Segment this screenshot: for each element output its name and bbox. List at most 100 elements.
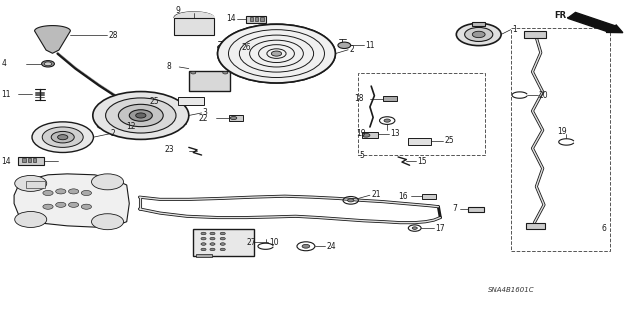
Bar: [174, 18, 214, 35]
Bar: [358, 73, 485, 155]
Text: 20: 20: [539, 91, 548, 100]
Text: 19: 19: [557, 127, 567, 136]
Circle shape: [68, 189, 79, 194]
Bar: [18, 157, 44, 165]
Circle shape: [218, 45, 228, 50]
Text: 1: 1: [512, 25, 516, 34]
Circle shape: [97, 123, 108, 129]
Circle shape: [384, 119, 390, 122]
Circle shape: [93, 92, 189, 139]
Bar: [178, 97, 204, 105]
Text: 7: 7: [452, 204, 458, 213]
Circle shape: [51, 131, 74, 143]
Bar: [26, 181, 45, 188]
Text: 8: 8: [167, 63, 172, 71]
Circle shape: [210, 237, 215, 240]
Circle shape: [210, 248, 215, 251]
Bar: [28, 158, 31, 162]
Circle shape: [106, 98, 176, 133]
Circle shape: [136, 113, 146, 118]
Circle shape: [44, 62, 52, 66]
Circle shape: [92, 214, 124, 230]
FancyArrow shape: [568, 12, 623, 33]
Circle shape: [201, 232, 206, 235]
Bar: [524, 31, 546, 38]
Text: 13: 13: [390, 130, 400, 138]
Circle shape: [15, 211, 47, 227]
Circle shape: [15, 175, 47, 191]
Circle shape: [191, 71, 196, 74]
Circle shape: [201, 248, 206, 251]
Circle shape: [42, 127, 83, 147]
Text: 2: 2: [349, 45, 354, 54]
Text: 11: 11: [365, 41, 374, 50]
Circle shape: [302, 244, 310, 248]
Text: 6: 6: [602, 224, 607, 233]
Bar: [408, 138, 431, 145]
Text: 3: 3: [203, 108, 208, 117]
Text: 9: 9: [176, 6, 181, 15]
Circle shape: [220, 243, 225, 245]
Bar: [196, 254, 212, 257]
Bar: [189, 71, 230, 91]
Text: 25: 25: [149, 97, 159, 106]
Circle shape: [472, 31, 485, 38]
Circle shape: [220, 237, 225, 240]
Circle shape: [220, 248, 225, 251]
Circle shape: [201, 237, 206, 240]
Text: 16: 16: [399, 192, 408, 201]
Circle shape: [81, 190, 92, 196]
Bar: [362, 132, 378, 138]
Bar: [526, 223, 545, 229]
Circle shape: [210, 232, 215, 235]
Circle shape: [56, 202, 66, 207]
Text: 2: 2: [110, 130, 115, 138]
Text: 14: 14: [1, 157, 11, 166]
Text: 10: 10: [269, 238, 278, 247]
Bar: [229, 115, 243, 121]
Circle shape: [201, 243, 206, 245]
Circle shape: [68, 202, 79, 207]
Circle shape: [220, 232, 225, 235]
Circle shape: [56, 189, 66, 194]
Bar: [250, 17, 253, 21]
Polygon shape: [14, 174, 129, 227]
Text: 24: 24: [326, 242, 336, 251]
Bar: [260, 17, 264, 21]
Circle shape: [218, 24, 335, 83]
Circle shape: [338, 42, 351, 48]
Circle shape: [32, 122, 93, 152]
Bar: [22, 158, 26, 162]
Text: 5: 5: [360, 151, 365, 160]
Text: SNA4B1601C: SNA4B1601C: [488, 287, 534, 293]
Text: 25: 25: [444, 137, 454, 145]
Circle shape: [210, 243, 215, 245]
Circle shape: [118, 104, 163, 127]
Text: 27: 27: [246, 238, 256, 247]
Bar: [246, 16, 266, 23]
Text: 18: 18: [354, 94, 364, 103]
Text: 22: 22: [198, 114, 208, 122]
Circle shape: [81, 204, 92, 209]
Circle shape: [223, 71, 228, 74]
Circle shape: [465, 27, 493, 41]
Circle shape: [362, 133, 370, 137]
Circle shape: [348, 199, 354, 202]
Bar: [422, 194, 436, 199]
Text: 17: 17: [435, 224, 445, 233]
Text: 12: 12: [126, 122, 136, 130]
Circle shape: [58, 135, 68, 140]
Bar: [468, 207, 484, 212]
Bar: [255, 17, 258, 21]
Text: 26: 26: [241, 43, 251, 52]
Text: 28: 28: [109, 31, 118, 40]
Circle shape: [129, 110, 152, 121]
Text: 11: 11: [1, 90, 11, 99]
Text: 15: 15: [417, 157, 427, 166]
Bar: [511, 28, 610, 251]
Circle shape: [43, 190, 53, 196]
Circle shape: [456, 23, 501, 46]
Circle shape: [230, 116, 237, 120]
Text: 19: 19: [356, 129, 366, 138]
Circle shape: [218, 24, 335, 83]
